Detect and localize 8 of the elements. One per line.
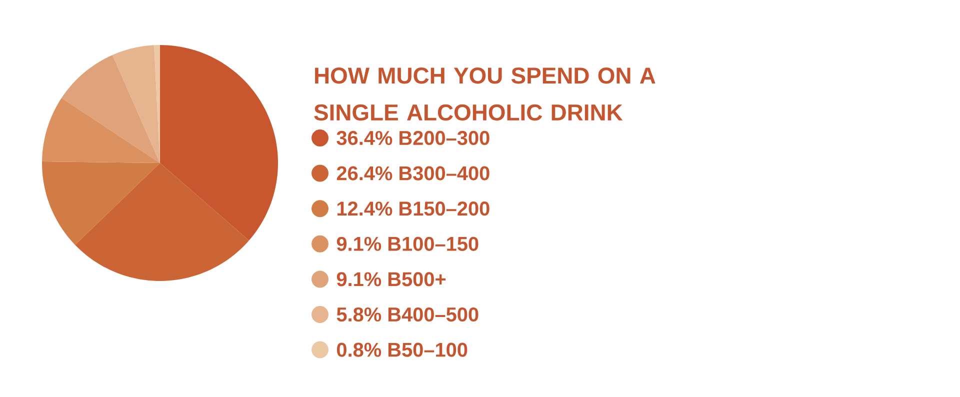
legend-label: 9.1% B500+ [336,272,446,286]
legend-label: 26.4% B300–400 [336,166,490,180]
legend-label: 9.1% B100–150 [336,236,478,251]
legend-label: 5.8% B400–500 [336,307,478,322]
text: HOW MUCH YOU SPEND ON A SINGLE ALCOHOLIC DRINK [314,68,656,121]
legend-label: 0.8% B50–100 [336,342,468,357]
legend-label: 12.4% B150–200 [337,202,490,216]
legend-label: 36.4% B200–300 [336,130,490,146]
